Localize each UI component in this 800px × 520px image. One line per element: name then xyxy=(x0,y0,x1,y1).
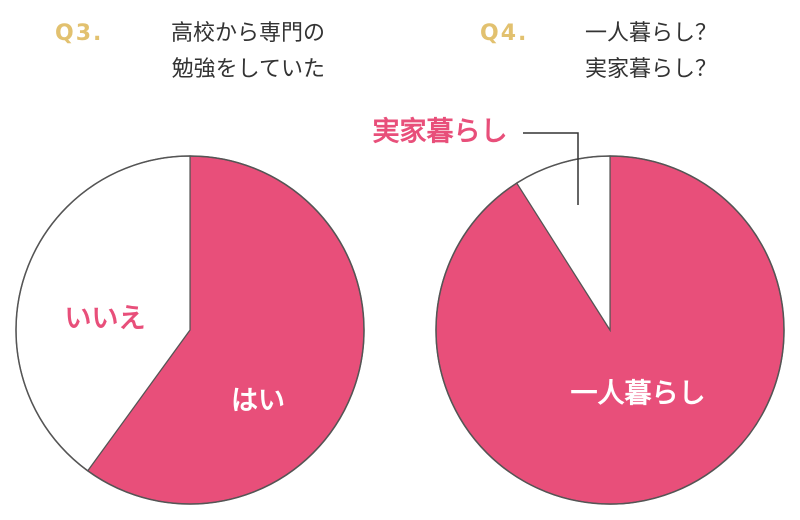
leader-line xyxy=(523,132,579,205)
question-title: 勉強をしていた xyxy=(172,57,325,82)
pie-outline xyxy=(435,155,785,505)
question-title: 実家暮らし？ xyxy=(585,57,717,82)
question-title: 一人暮らし？ xyxy=(585,21,717,46)
slice-label: いいえ xyxy=(65,304,146,335)
slice-label: はい xyxy=(231,386,285,417)
question-title: 高校から専門の xyxy=(171,21,325,46)
slice-label: 一人暮らし xyxy=(571,379,706,410)
pie-outline xyxy=(15,155,365,505)
question-number: Q4. xyxy=(480,21,528,46)
question-number: Q3. xyxy=(55,21,103,46)
slice-label: 実家暮らし xyxy=(373,116,508,148)
